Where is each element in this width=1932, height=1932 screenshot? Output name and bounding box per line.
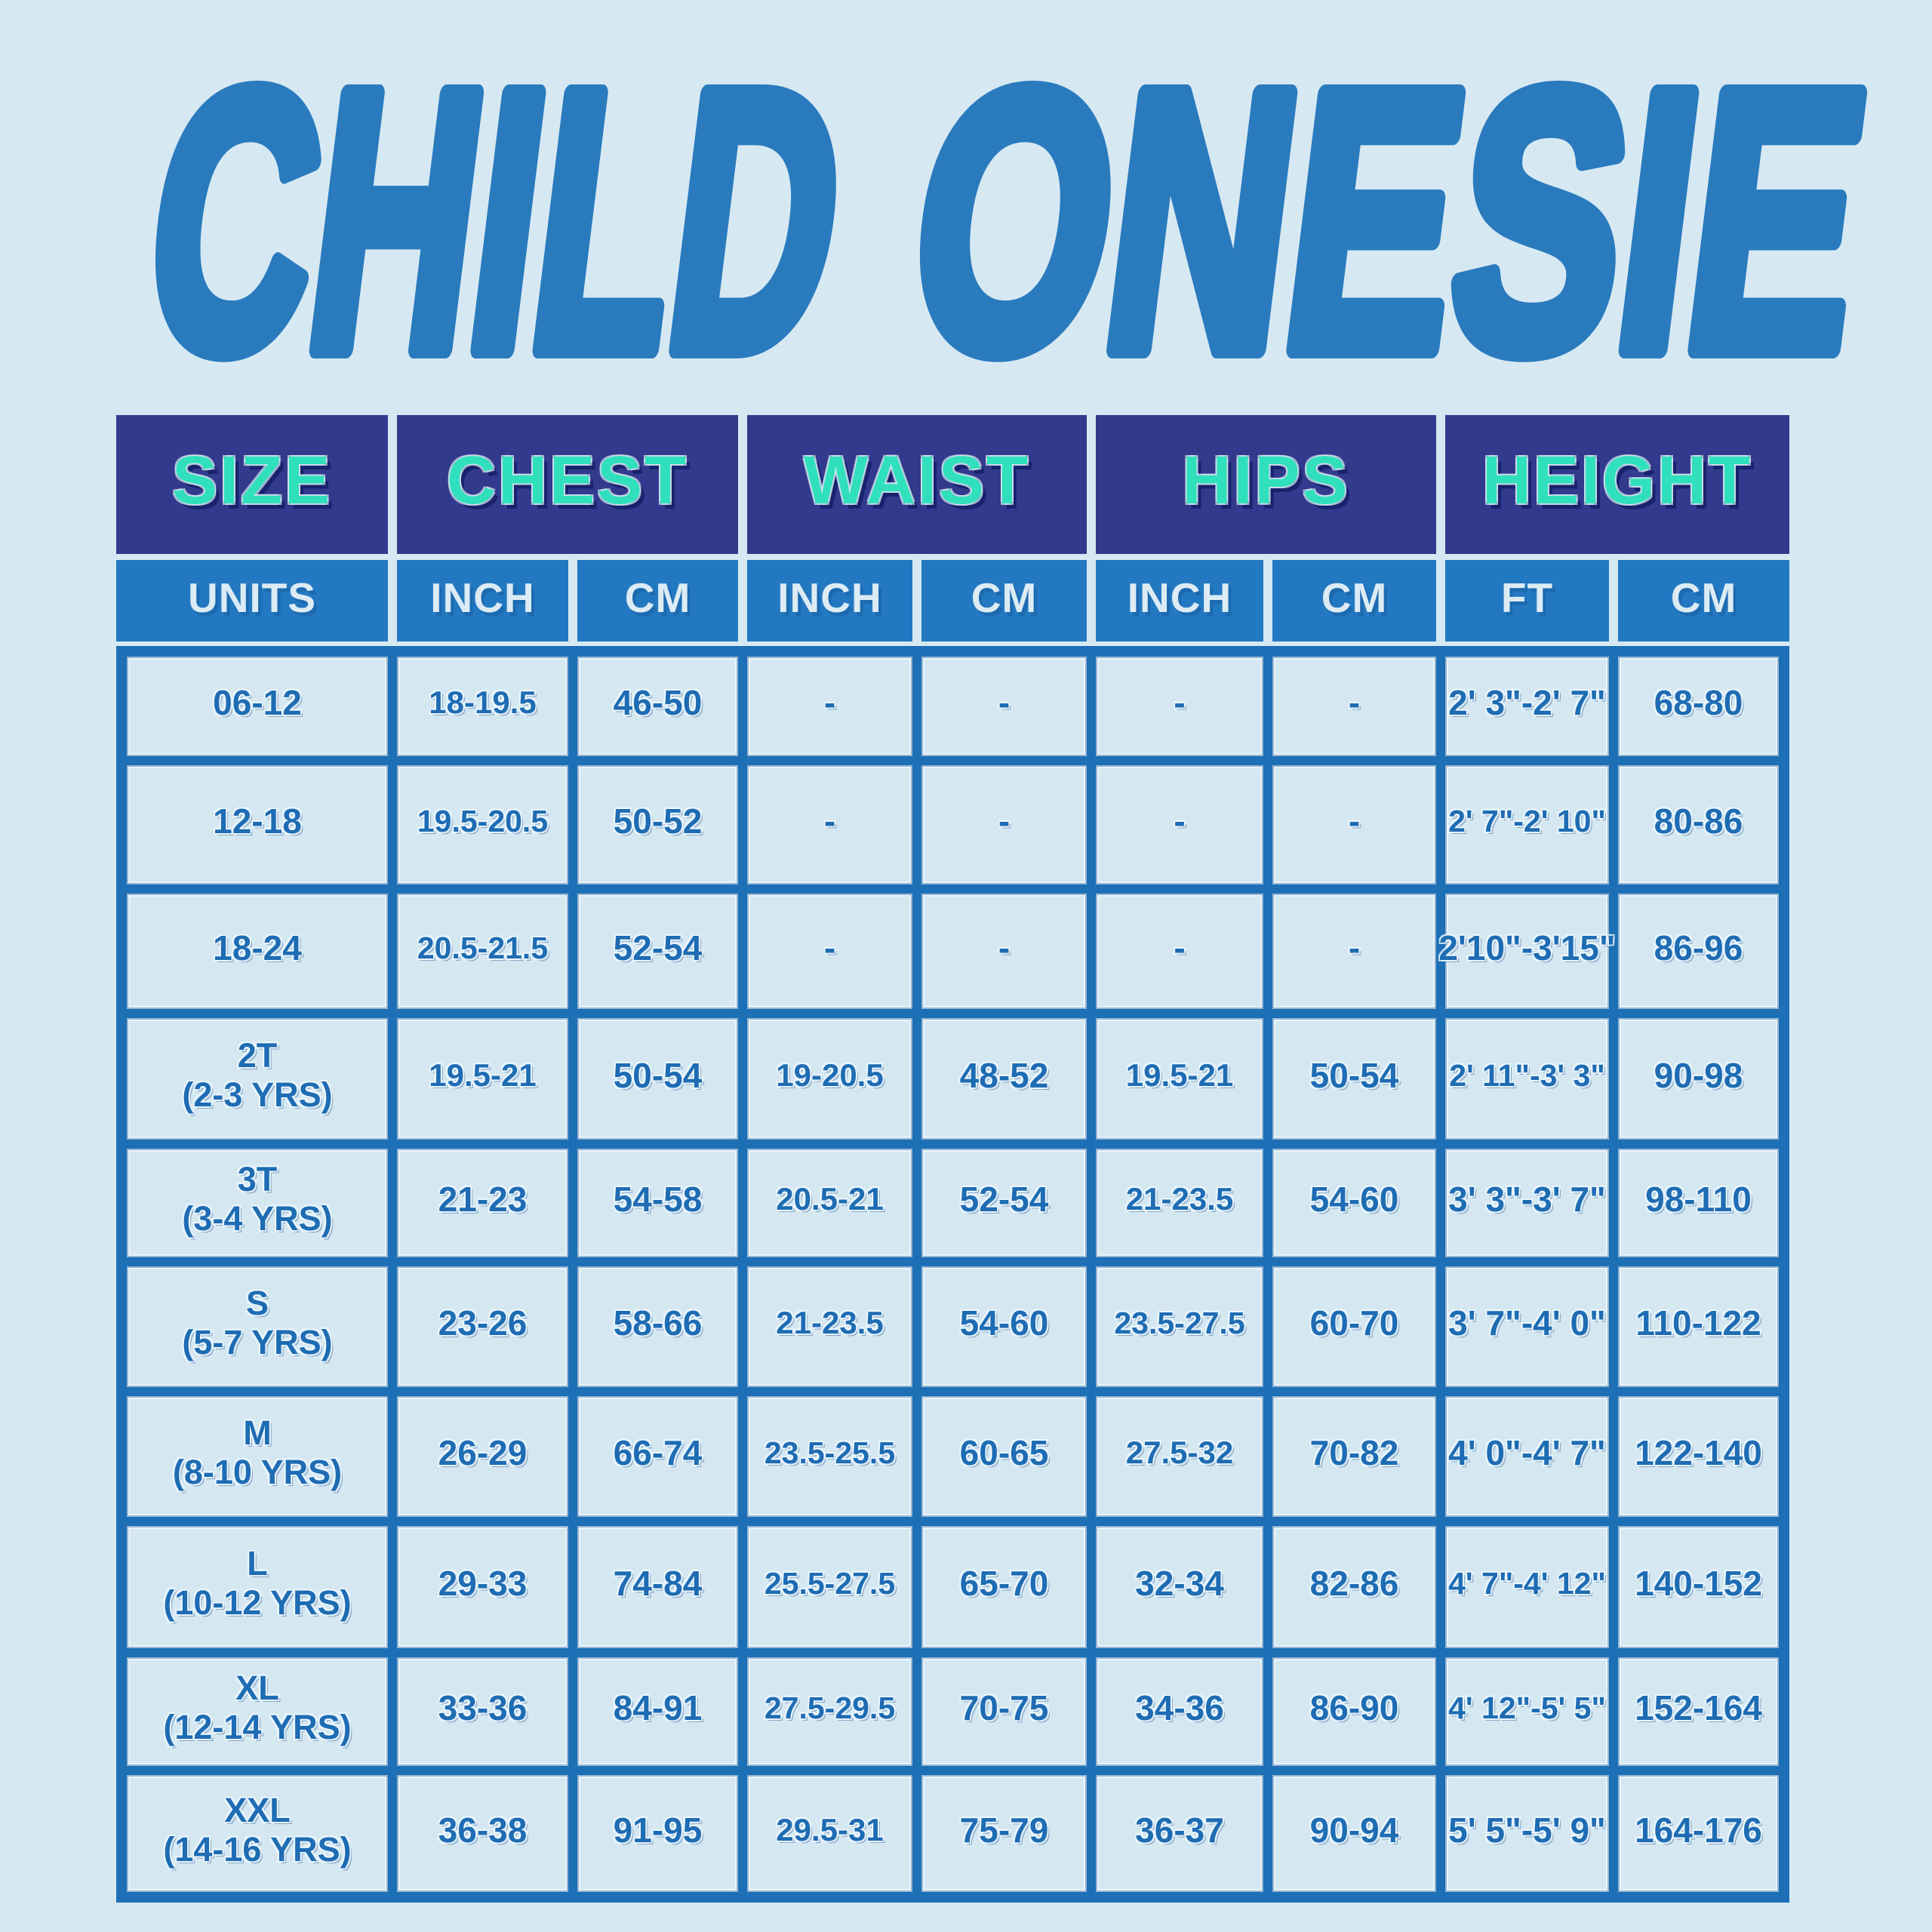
svg-text:CHILD: CHILD [129, 15, 862, 392]
svg-text:ONESIE: ONESIE [893, 15, 1884, 392]
